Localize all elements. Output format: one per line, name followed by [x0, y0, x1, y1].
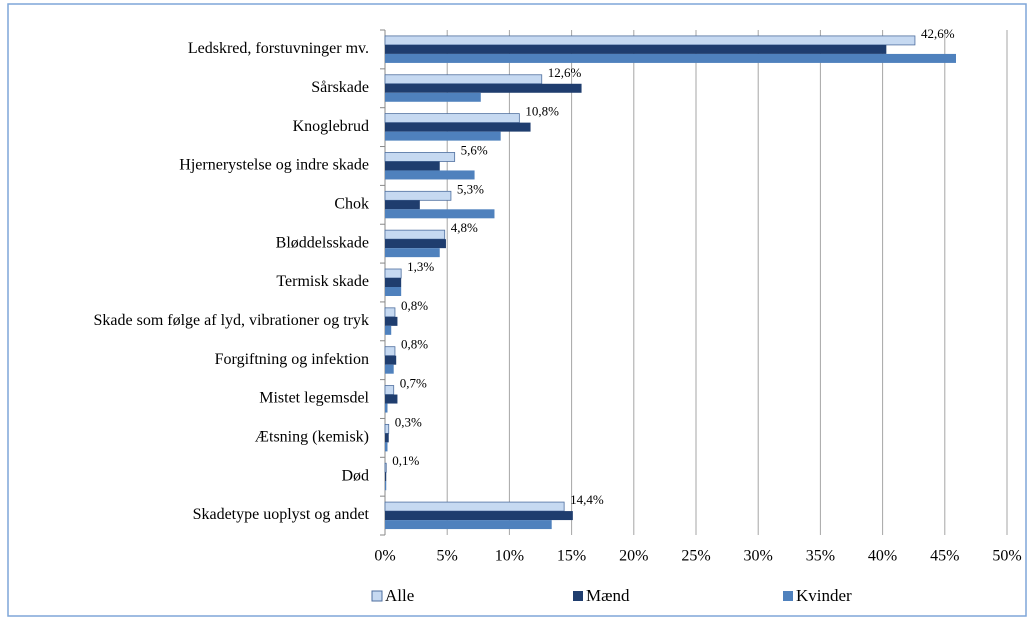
bar: [385, 481, 387, 491]
category-label: Skadetype uoplyst og andet: [193, 506, 370, 523]
category-label: Hjernerystelse og indre skade: [179, 157, 369, 174]
bar: [385, 248, 440, 258]
bar: [385, 122, 531, 132]
bar: [385, 511, 573, 521]
category-label: Død: [341, 467, 369, 484]
legend-label: Mænd: [586, 586, 630, 605]
bar: [385, 355, 397, 365]
bar: [384, 152, 456, 162]
bar: [385, 92, 481, 102]
value-label: 0,1%: [392, 453, 419, 468]
x-tick-label: 50%: [992, 548, 1021, 565]
bar: [385, 316, 398, 326]
bar: [385, 442, 388, 452]
x-tick-label: 0%: [374, 548, 395, 565]
x-tick-label: 35%: [806, 548, 835, 565]
bar: [385, 131, 501, 141]
value-label: 10,8%: [525, 104, 559, 119]
legend-swatch: [573, 591, 583, 601]
category-label: Chok: [334, 195, 369, 212]
category-label: Sårskade: [311, 79, 369, 96]
value-label: 5,3%: [457, 181, 484, 196]
category-label: Ledskred, forstuvninger mv.: [188, 40, 369, 57]
bar: [385, 433, 389, 443]
x-tick-label: 5%: [437, 548, 458, 565]
bar: [385, 394, 398, 404]
legend-label: Kvinder: [796, 586, 852, 605]
bar: [384, 190, 452, 201]
bar: [384, 423, 390, 434]
value-label: 42,6%: [921, 26, 955, 41]
value-label: 0,8%: [401, 298, 428, 313]
bar: [384, 307, 396, 318]
x-tick-label: 30%: [744, 548, 773, 565]
value-label: 5,6%: [461, 142, 488, 157]
legend-swatch: [371, 590, 383, 602]
bar: [385, 161, 440, 171]
bar: [384, 346, 396, 357]
bar: [385, 200, 420, 210]
bar: [384, 229, 446, 240]
category-label: Skade som følge af lyd, vibrationer og t…: [94, 312, 370, 329]
bar: [385, 239, 446, 249]
bar: [385, 364, 394, 374]
bar: [385, 170, 475, 180]
bar: [384, 74, 543, 85]
bar: [384, 268, 402, 279]
value-label: 14,4%: [570, 492, 604, 507]
bar: [385, 520, 552, 530]
value-label: 4,8%: [451, 220, 478, 235]
bar: [385, 472, 387, 482]
bar: [385, 83, 582, 93]
value-label: 12,6%: [548, 65, 582, 80]
bar: [384, 501, 565, 512]
bar: [384, 35, 916, 46]
x-tick-label: 10%: [495, 548, 524, 565]
bar: [384, 113, 520, 124]
value-label: 1,3%: [407, 259, 434, 274]
x-tick-label: 20%: [619, 548, 648, 565]
x-tick-label: 40%: [868, 548, 897, 565]
category-label: Bløddelsskade: [276, 234, 369, 251]
bar: [385, 44, 887, 54]
category-label: Ætsning (kemisk): [255, 429, 369, 446]
category-label: Knoglebrud: [293, 118, 369, 135]
value-label: 0,7%: [400, 376, 427, 391]
bar: [385, 53, 956, 63]
bar: [385, 403, 388, 413]
legend-swatch: [783, 591, 793, 601]
category-label: Forgiftning og infektion: [215, 351, 369, 368]
bar: [385, 209, 495, 219]
bar: [384, 462, 387, 473]
bar: [385, 325, 392, 335]
legend-label: Alle: [385, 586, 414, 605]
chart-frame: [7, 3, 1027, 617]
bar: [385, 278, 402, 287]
category-label: Termisk skade: [276, 273, 369, 290]
value-label: 0,8%: [401, 337, 428, 352]
x-tick-label: 45%: [930, 548, 959, 565]
bar: [385, 287, 402, 296]
x-tick-label: 25%: [681, 548, 710, 565]
value-label: 0,3%: [395, 414, 422, 429]
category-label: Mistet legemsdel: [259, 390, 369, 407]
x-tick-label: 15%: [557, 548, 586, 565]
bar: [384, 385, 395, 395]
